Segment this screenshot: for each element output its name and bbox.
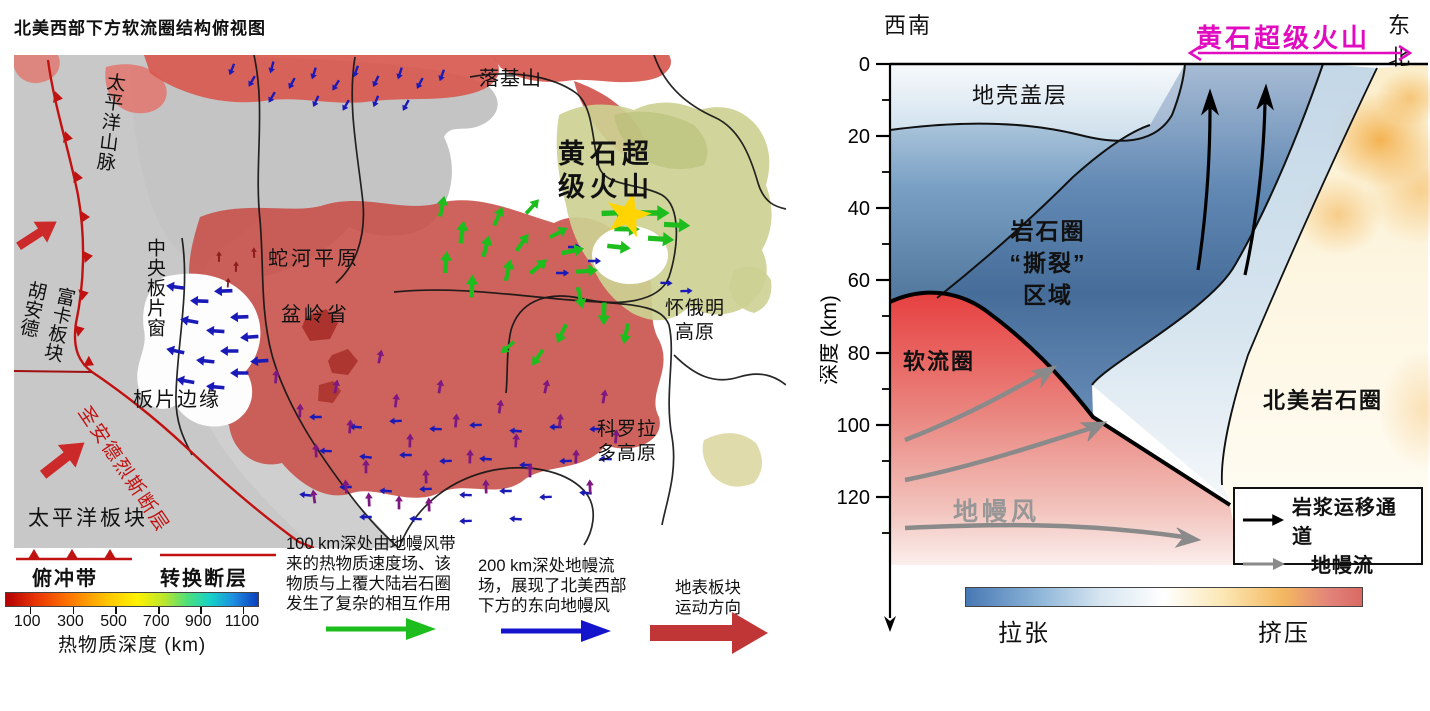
depth-axis: 0 20 40 60 80 100 120 深度 (km) [820,54,896,632]
magma-migration-arrows [1196,83,1274,276]
figure-title: 北美西部下方软流圈结构俯视图 [14,19,266,38]
crust-cap-region [890,64,1185,141]
tick-60: 60 [848,270,870,292]
label-wyoming-plateau: 怀俄明 高原 [664,298,725,343]
label-tear-zone: 岩石圈 “撕裂” 区域 [1009,218,1087,308]
map-view [14,55,786,548]
depth-colorbar-title: 热物质深度 (km) [58,635,207,656]
label-southwest: 西南 [884,13,933,38]
mantle-flow-arrows [904,365,1202,548]
label-central-slab-window: 中央板片窗 [144,238,165,338]
yellowstone-extent-arrow-icon [1188,44,1412,62]
label-colorado-plateau: 科罗拉 多高原 [596,419,657,464]
label-snake-river-plain: 蛇河平原 [268,248,360,270]
note-green-velocity-field: 100 km深处由地幔风带 来的热物质速度场、该 物质与上覆大陆岩石圈 发生了复… [286,535,456,613]
strain-colorbar-right-label: 挤压 [1258,620,1310,647]
tick-100: 100 [837,415,870,437]
cross-section-view: 0 20 40 60 80 100 120 深度 (km) [820,54,1430,632]
transform-fault-legend-swatch [160,553,276,557]
depth-axis-title: 深度 (km) [820,295,841,385]
blue-arrow-icon [501,620,611,642]
legend-magma-label: 岩浆运移通道 [1291,497,1397,548]
mantle-flow-arrow-icon [1243,557,1285,570]
transform-fault-legend-label: 转换断层 [160,568,248,590]
slab-window [137,273,261,427]
red-plate-arrow-icon [650,612,768,654]
label-mantle-wind: 地幔风 [953,498,1041,526]
tick-120: 120 [837,487,870,509]
cb-tick-1100: 1100 [224,613,260,630]
asthenosphere-region [890,292,1250,565]
label-yellowstone-supervolcano-xsec: 黄石超级火山 [1196,23,1371,53]
tick-0: 0 [859,54,870,76]
label-asthenosphere: 软流圈 [903,349,976,374]
legend-mantle-flow-label: 地幔流 [1311,555,1374,577]
lithosphere-blue-region [890,64,1323,417]
label-basin-and-range: 盆岭省 [281,304,350,326]
cb-tick-700: 700 [142,613,170,630]
depth-colorbar [5,592,259,607]
cb-tick-100: 100 [13,613,41,630]
subduction-legend-swatch [16,549,132,561]
tick-80: 80 [848,343,870,365]
note-blue-mantle-flow: 200 km深处地幔流 场，展现了北美西部 下方的东向地幔风 [478,557,627,615]
subduction-legend-label: 俯冲带 [32,568,98,590]
tear-zone-region [937,64,1323,417]
xsec-background-fields [890,64,1430,565]
xsec-boundary-curves [889,63,1378,507]
label-pacific-plate: 太平洋板块 [28,507,148,530]
boundary-lines [175,55,786,548]
plate-boundary-west-line [14,370,93,373]
label-slab-edge: 板片边缘 [133,389,221,411]
strain-colorbar [965,587,1363,607]
cb-tick-300: 300 [57,613,84,630]
tick-20: 20 [848,126,870,148]
legend-row-mantle-flow: 地幔流 [1241,549,1415,578]
subduction-zone-line [46,59,97,373]
depth-colorbar-tick-labels: 100 300 500 700 900 1100 [5,613,259,631]
yellowstone-star-icon [607,191,652,238]
cb-tick-500: 500 [100,613,127,630]
label-yellowstone-supervolcano-map: 黄石超 级火山 [558,139,654,202]
tick-40: 40 [848,198,870,220]
label-na-lithosphere: 北美岩石圈 [1263,388,1384,413]
xsec-legend: 岩浆运移通道 地幔流 [1233,487,1423,577]
note-plate-motion: 地表板块 运动方向 [675,579,741,617]
magma-arrow-icon [1242,514,1284,526]
legend-row-magma: 岩浆运移通道 [1241,491,1415,549]
label-crust-cap: 地壳盖层 [972,83,1069,108]
green-arrow-icon [326,618,436,640]
depth-colorbar-ticks [5,607,259,614]
asthenosphere-top-boundary [889,290,1232,507]
label-rocky-mountains: 落基山 [479,68,542,90]
strain-colorbar-left-label: 拉张 [998,620,1050,647]
san-andreas-fault-line [91,371,315,548]
depth-axis-tick-labels: 0 20 40 60 80 100 120 [837,54,870,509]
cb-tick-900: 900 [184,613,212,630]
